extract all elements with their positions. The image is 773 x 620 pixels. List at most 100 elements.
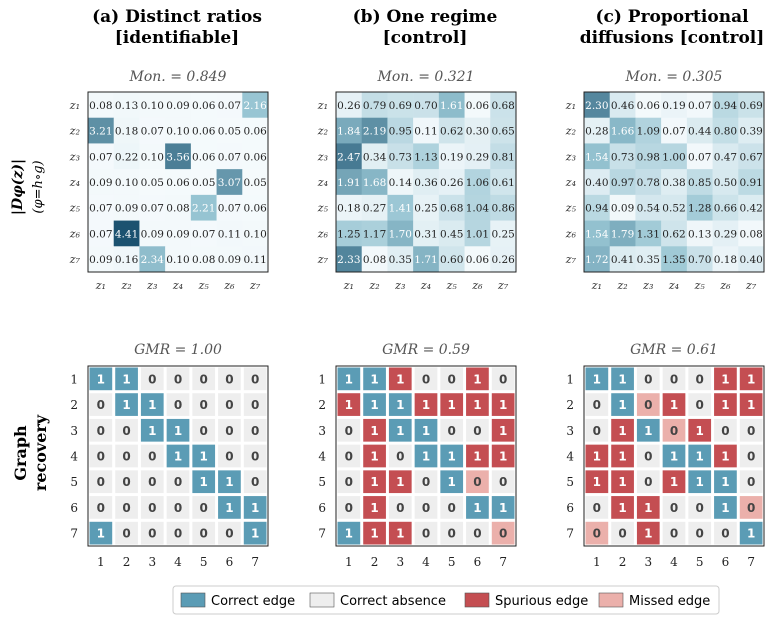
heatmap-2-value-label: 1.09	[637, 126, 660, 138]
heatmap-0-value-label: 0.07	[89, 203, 112, 215]
heatmap-1-value-label: 0.30	[466, 126, 489, 138]
heatmap-1-value-label: 1.17	[363, 228, 386, 240]
graph-0-cell	[115, 521, 138, 545]
graph-2-cell	[688, 393, 712, 416]
graph-2-cell-label: 1	[593, 475, 601, 489]
graph-1-cell-label: 0	[422, 475, 430, 489]
graph-0-cell-label: 1	[122, 398, 130, 412]
heatmap-2-cell	[635, 92, 662, 119]
heatmap-0-value-label: 0.05	[218, 126, 241, 138]
graph-1-cell	[466, 470, 489, 494]
heatmap-0-value-label: 0.11	[218, 228, 241, 240]
graph-2-cell-label: 1	[618, 475, 626, 489]
graph-0-cell	[243, 367, 267, 391]
heatmap-2-cell	[738, 169, 765, 196]
graph-1-cell-label: 1	[370, 398, 378, 412]
legend-label-spurious-edge: Spurious edge	[495, 594, 588, 609]
graph-1-cell-label: 1	[396, 527, 404, 541]
heatmap-1-value-label: 0.70	[414, 100, 437, 112]
heatmap-2-row-tick: z₃	[565, 150, 576, 163]
graph-1-cell	[440, 418, 464, 442]
heatmap-0-cell	[165, 92, 192, 119]
graph-0-cell-label: 1	[225, 475, 233, 489]
heatmap-0-row-tick: z₇	[69, 253, 81, 266]
graph-0-cell	[140, 470, 164, 494]
heatmap-1-cell	[438, 169, 465, 196]
heatmap-1-value-label: 0.26	[337, 100, 361, 112]
graph-1-cell-label: 1	[499, 501, 507, 515]
graph-2-cell	[662, 521, 686, 545]
graph-1-row-tick: 6	[318, 501, 326, 515]
heatmap-1-value-label: 0.18	[337, 203, 360, 215]
heatmap-1-value-label: 2.47	[337, 151, 360, 163]
heatmap-2-value-label: 0.66	[714, 203, 738, 215]
graph-2-cell-label: 1	[670, 475, 678, 489]
graph-1-cell-label: 1	[499, 424, 507, 438]
graph-2-cell	[739, 470, 763, 494]
heatmap-2-cell	[686, 220, 713, 247]
graph-2-cell	[585, 496, 609, 519]
heatmap-2-cell	[609, 117, 636, 144]
heatmap-1-value-label: 0.62	[440, 126, 463, 138]
legend: Correct edge Correct absence Spurious ed…	[172, 585, 720, 615]
graph-2-cell	[688, 470, 712, 494]
heatmap-1-cell	[387, 220, 414, 247]
graph-1-subtitle: GMR = 0.59	[382, 342, 470, 358]
graph-2-cell-label: 0	[644, 372, 652, 386]
heatmap-1-value-label: 0.73	[389, 151, 412, 163]
graph-0-cell-label: 1	[251, 527, 259, 541]
graph-0-subtitle: GMR = 1.00	[134, 342, 222, 358]
graph-1-col-tick: 7	[499, 555, 507, 569]
graph-1-cell-label: 0	[345, 450, 353, 464]
graph-1-cell	[363, 521, 386, 545]
graph-0-cell-label: 0	[97, 475, 105, 489]
heatmap-1-row-tick: z₃	[317, 150, 328, 163]
graph-2-cell	[662, 470, 686, 494]
graph-0-cell	[166, 367, 190, 391]
heatmap-1-cell	[464, 117, 491, 144]
heatmap-1-col-tick: z₄	[420, 279, 431, 292]
graph-0-row-tick: 1	[70, 372, 78, 386]
graph-0-cell	[115, 367, 138, 391]
heatmap-0-row-tick: z₅	[69, 202, 81, 215]
graph-2-cell-label: 0	[593, 501, 601, 515]
graph-0-cell	[115, 470, 138, 494]
heatmap-1-value-label: 0.81	[491, 151, 514, 163]
heatmap-2-cell	[584, 194, 611, 221]
heatmap-1-cell	[464, 246, 491, 273]
graph-0-cell-label: 0	[122, 527, 130, 541]
graph-1-cell	[337, 367, 361, 391]
graph-0-col-tick: 3	[148, 555, 156, 569]
heatmap-1-col-tick: z₃	[394, 279, 405, 292]
heatmap-1-value-label: 0.29	[466, 151, 489, 163]
legend-swatch-correct-absence	[309, 592, 335, 608]
heatmap-1-cell	[387, 246, 414, 273]
graph-0-cell	[218, 521, 241, 545]
heatmap-0-frame	[87, 91, 269, 273]
heatmap-1-cell	[464, 220, 491, 247]
graph-2-cell-label: 1	[721, 372, 729, 386]
heatmap-0-value-label: 0.06	[243, 203, 267, 215]
heatmap-0-col-tick: z₄	[172, 279, 183, 292]
heatmap-1-cell	[413, 246, 440, 273]
heatmap-2-cell	[635, 143, 662, 170]
graph-0-cell	[166, 393, 190, 416]
graph-2-cell-label: 0	[670, 527, 678, 541]
graph-1-cell	[440, 470, 464, 494]
heatmap-0-col-tick: z₁	[95, 279, 106, 292]
graph-0-cell	[192, 521, 216, 545]
heatmap-0-cell	[216, 143, 243, 170]
graph-2-cell-label: 0	[644, 398, 652, 412]
heatmap-1-frame	[335, 91, 517, 273]
graph-0-cell	[140, 444, 164, 468]
heatmap-1-row-tick: z₆	[317, 227, 329, 240]
graph-1-cell	[363, 470, 386, 494]
graph-1-cell	[440, 521, 464, 545]
graph-0-cell-label: 1	[122, 372, 130, 386]
heatmap-2-value-label: 0.40	[585, 177, 608, 189]
graph-2-cell	[688, 367, 712, 391]
heatmap-2-cell	[609, 246, 636, 273]
graph-1-cell-label: 0	[448, 501, 456, 515]
graph-0-cell-label: 0	[200, 501, 208, 515]
graph-2-cell	[714, 418, 737, 442]
